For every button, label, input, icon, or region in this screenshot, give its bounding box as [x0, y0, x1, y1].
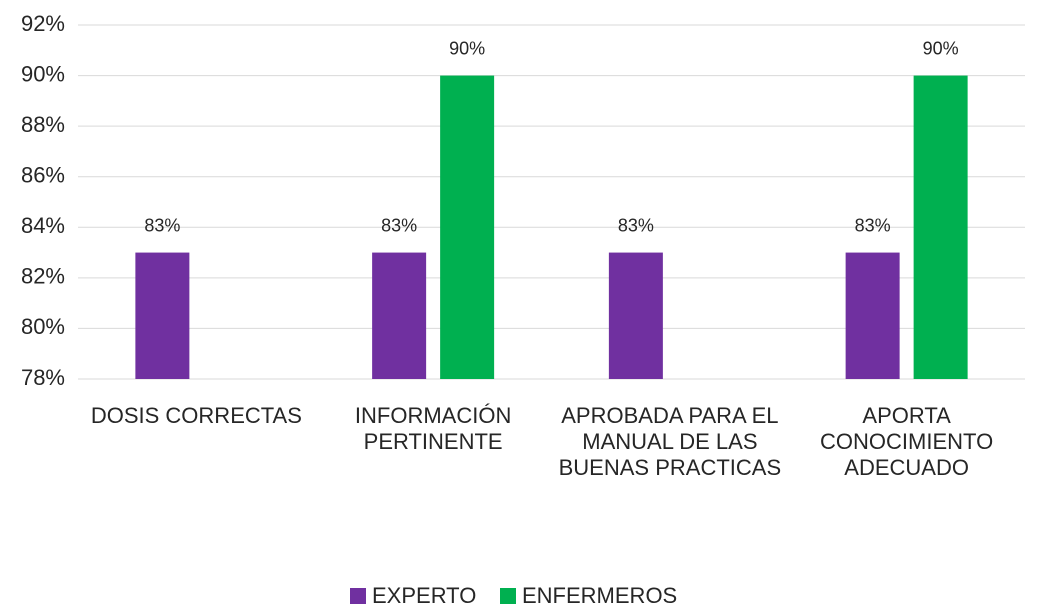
y-tick-label: 86%: [21, 163, 65, 188]
data-label: 83%: [855, 215, 891, 235]
bar: [135, 252, 190, 379]
x-tick-label: INFORMACIÓN PERTINENTE: [354, 403, 512, 454]
x-tick-label: APORTA CONOCIMIENTO ADECUADO: [820, 403, 994, 480]
y-tick-label: 88%: [21, 112, 65, 137]
y-tick-label: 90%: [21, 61, 65, 86]
y-tick-label: 80%: [21, 314, 65, 339]
x-tick-label: DOSIS CORRECTAS: [90, 403, 302, 428]
data-label: 90%: [923, 38, 959, 58]
y-tick-label: 92%: [21, 11, 65, 36]
data-label: 83%: [144, 215, 180, 235]
legend-swatch: [350, 588, 366, 604]
x-tick-label: APROBADA PARA EL MANUAL DE LAS BUENAS PR…: [558, 403, 782, 480]
bar: [372, 252, 427, 379]
bar: [440, 75, 495, 380]
data-label: 83%: [618, 215, 654, 235]
bar: [913, 75, 968, 380]
y-tick-label: 82%: [21, 264, 65, 289]
legend-label: EXPERTO: [372, 583, 476, 608]
y-tick-label: 84%: [21, 213, 65, 238]
data-label: 83%: [381, 215, 417, 235]
bar: [845, 252, 900, 379]
legend-label: ENFERMEROS: [522, 583, 677, 608]
bar: [608, 252, 663, 379]
y-tick-label: 78%: [21, 365, 65, 390]
data-label: 90%: [449, 38, 485, 58]
legend-swatch: [500, 588, 516, 604]
